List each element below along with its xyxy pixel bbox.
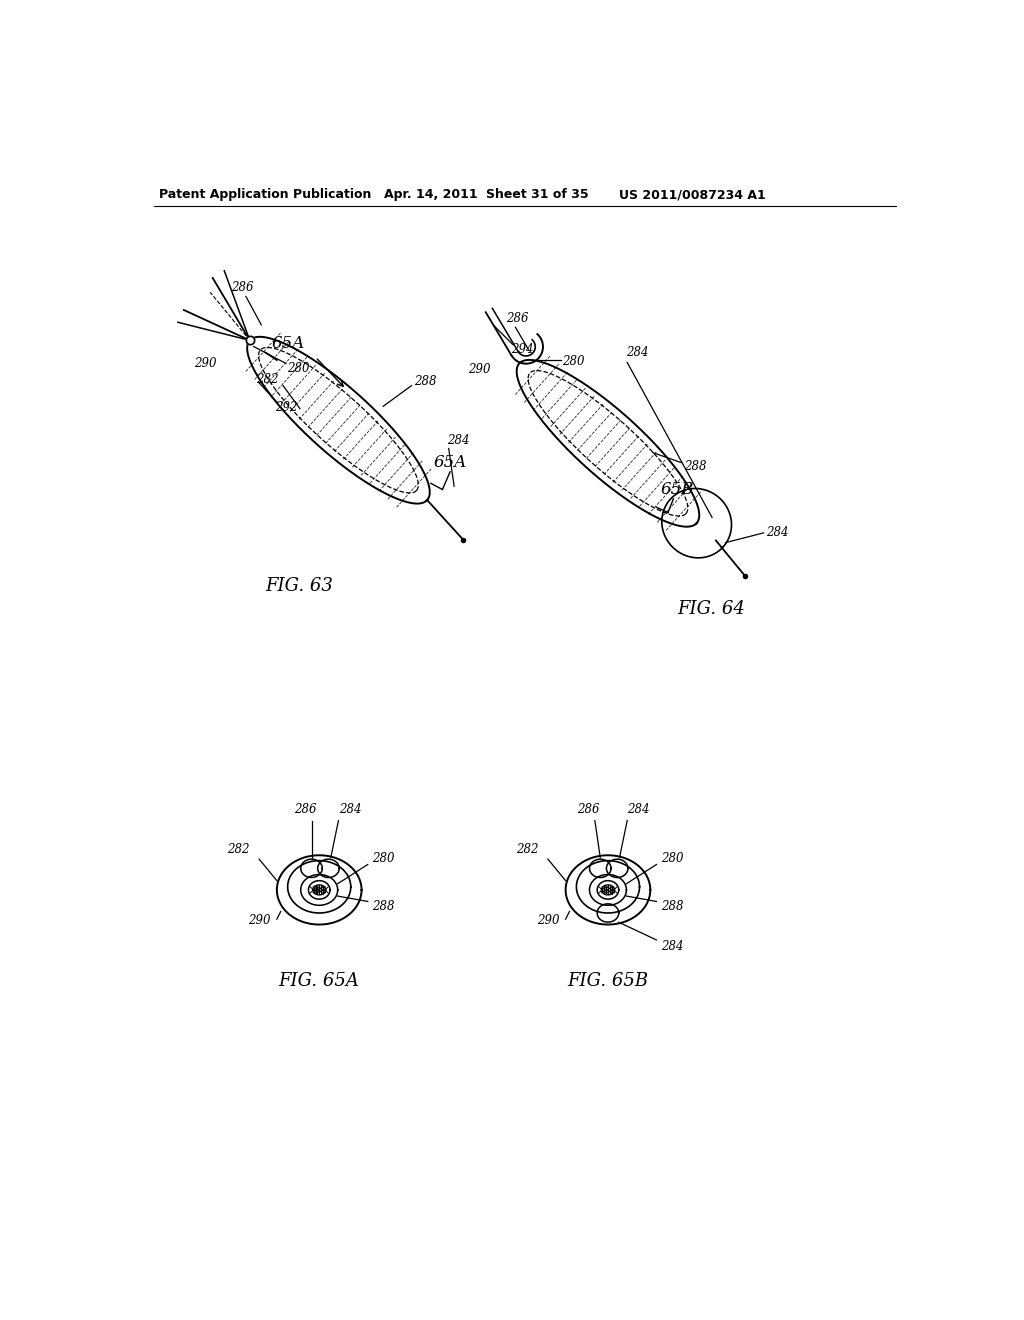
Text: Apr. 14, 2011: Apr. 14, 2011 xyxy=(384,187,477,201)
Text: 284: 284 xyxy=(660,940,683,953)
Text: 290: 290 xyxy=(468,363,490,376)
Text: 294: 294 xyxy=(511,343,534,356)
Text: 284: 284 xyxy=(339,803,361,816)
Text: Patent Application Publication: Patent Application Publication xyxy=(159,187,372,201)
Text: 280: 280 xyxy=(660,851,683,865)
Text: 65A: 65A xyxy=(433,454,467,471)
Text: 290: 290 xyxy=(194,356,216,370)
Text: 284: 284 xyxy=(626,346,648,359)
Text: 288: 288 xyxy=(660,899,683,912)
Text: US 2011/0087234 A1: US 2011/0087234 A1 xyxy=(620,187,766,201)
Text: 280: 280 xyxy=(372,851,394,865)
Text: 290: 290 xyxy=(537,915,559,927)
Text: 288: 288 xyxy=(372,899,394,912)
Text: 286: 286 xyxy=(506,313,528,325)
Text: 280: 280 xyxy=(562,355,585,368)
Text: 284: 284 xyxy=(446,433,469,446)
Text: 290: 290 xyxy=(248,915,270,927)
Text: 286: 286 xyxy=(230,281,253,294)
Text: FIG. 64: FIG. 64 xyxy=(677,599,745,618)
Text: 288: 288 xyxy=(415,375,436,388)
Text: Sheet 31 of 35: Sheet 31 of 35 xyxy=(485,187,589,201)
Text: 286: 286 xyxy=(578,803,600,816)
Text: 288: 288 xyxy=(684,459,707,473)
Text: FIG. 63: FIG. 63 xyxy=(265,577,333,595)
Text: 282: 282 xyxy=(227,842,250,855)
Text: 282: 282 xyxy=(256,372,279,385)
Text: 65B: 65B xyxy=(660,480,694,498)
Text: 284: 284 xyxy=(766,527,788,540)
Text: 282: 282 xyxy=(516,842,539,855)
Text: 286: 286 xyxy=(294,803,316,816)
Text: 292: 292 xyxy=(275,401,298,414)
Text: 65A: 65A xyxy=(271,335,305,351)
Text: 284: 284 xyxy=(628,803,650,816)
Text: 280: 280 xyxy=(287,362,309,375)
Text: FIG. 65A: FIG. 65A xyxy=(279,972,359,990)
Text: FIG. 65B: FIG. 65B xyxy=(567,972,648,990)
